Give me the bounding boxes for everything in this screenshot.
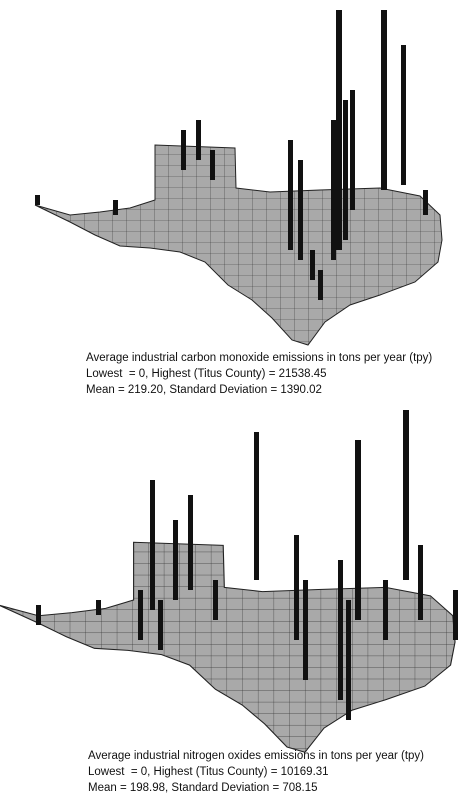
bar: [346, 600, 351, 720]
bar: [181, 130, 186, 170]
bar: [35, 195, 40, 205]
caption-title: Average industrial carbon monoxide emiss…: [86, 352, 432, 364]
caption-stats: Mean = 219.20, Standard Deviation = 1390…: [86, 384, 322, 396]
bar: [318, 270, 323, 300]
bar: [381, 10, 387, 190]
caption-title: Average industrial nitrogen oxides emiss…: [88, 750, 424, 762]
map-nox: [0, 410, 458, 753]
bar: [96, 600, 101, 615]
caption-co: Average industrial carbon monoxide emiss…: [86, 352, 432, 396]
bar: [213, 580, 218, 620]
caption-range: Lowest = 0, Highest (Titus County) = 101…: [88, 766, 329, 778]
bar: [401, 45, 406, 185]
caption-nox: Average industrial nitrogen oxides emiss…: [88, 750, 424, 794]
bar: [210, 150, 215, 180]
county-grid: [0, 542, 456, 753]
county-grid: [35, 145, 442, 345]
bar: [403, 410, 409, 580]
bar: [113, 200, 118, 215]
bar: [303, 580, 308, 680]
emission-bars: [36, 410, 458, 720]
bar: [173, 520, 178, 600]
bar: [336, 10, 342, 250]
bar: [343, 100, 348, 240]
bar: [355, 440, 361, 620]
bar: [453, 590, 458, 640]
caption-range: Lowest = 0, Highest (Titus County) = 215…: [86, 368, 327, 380]
bar: [383, 580, 388, 640]
bar: [331, 120, 336, 260]
bar: [150, 480, 155, 610]
bar: [423, 190, 428, 215]
caption-stats: Mean = 198.98, Standard Deviation = 708.…: [88, 782, 318, 794]
map-co: [34, 10, 443, 346]
bar: [158, 600, 163, 650]
bar: [338, 560, 343, 700]
bar: [254, 432, 259, 580]
bar: [294, 535, 299, 640]
bar: [188, 495, 193, 590]
bar: [138, 590, 143, 640]
bar: [36, 605, 41, 625]
bar: [350, 90, 355, 210]
bar: [288, 140, 293, 250]
bar: [298, 160, 303, 260]
bar: [310, 250, 315, 280]
bar: [418, 545, 423, 620]
emission-bars: [35, 10, 428, 300]
bar: [196, 120, 201, 160]
